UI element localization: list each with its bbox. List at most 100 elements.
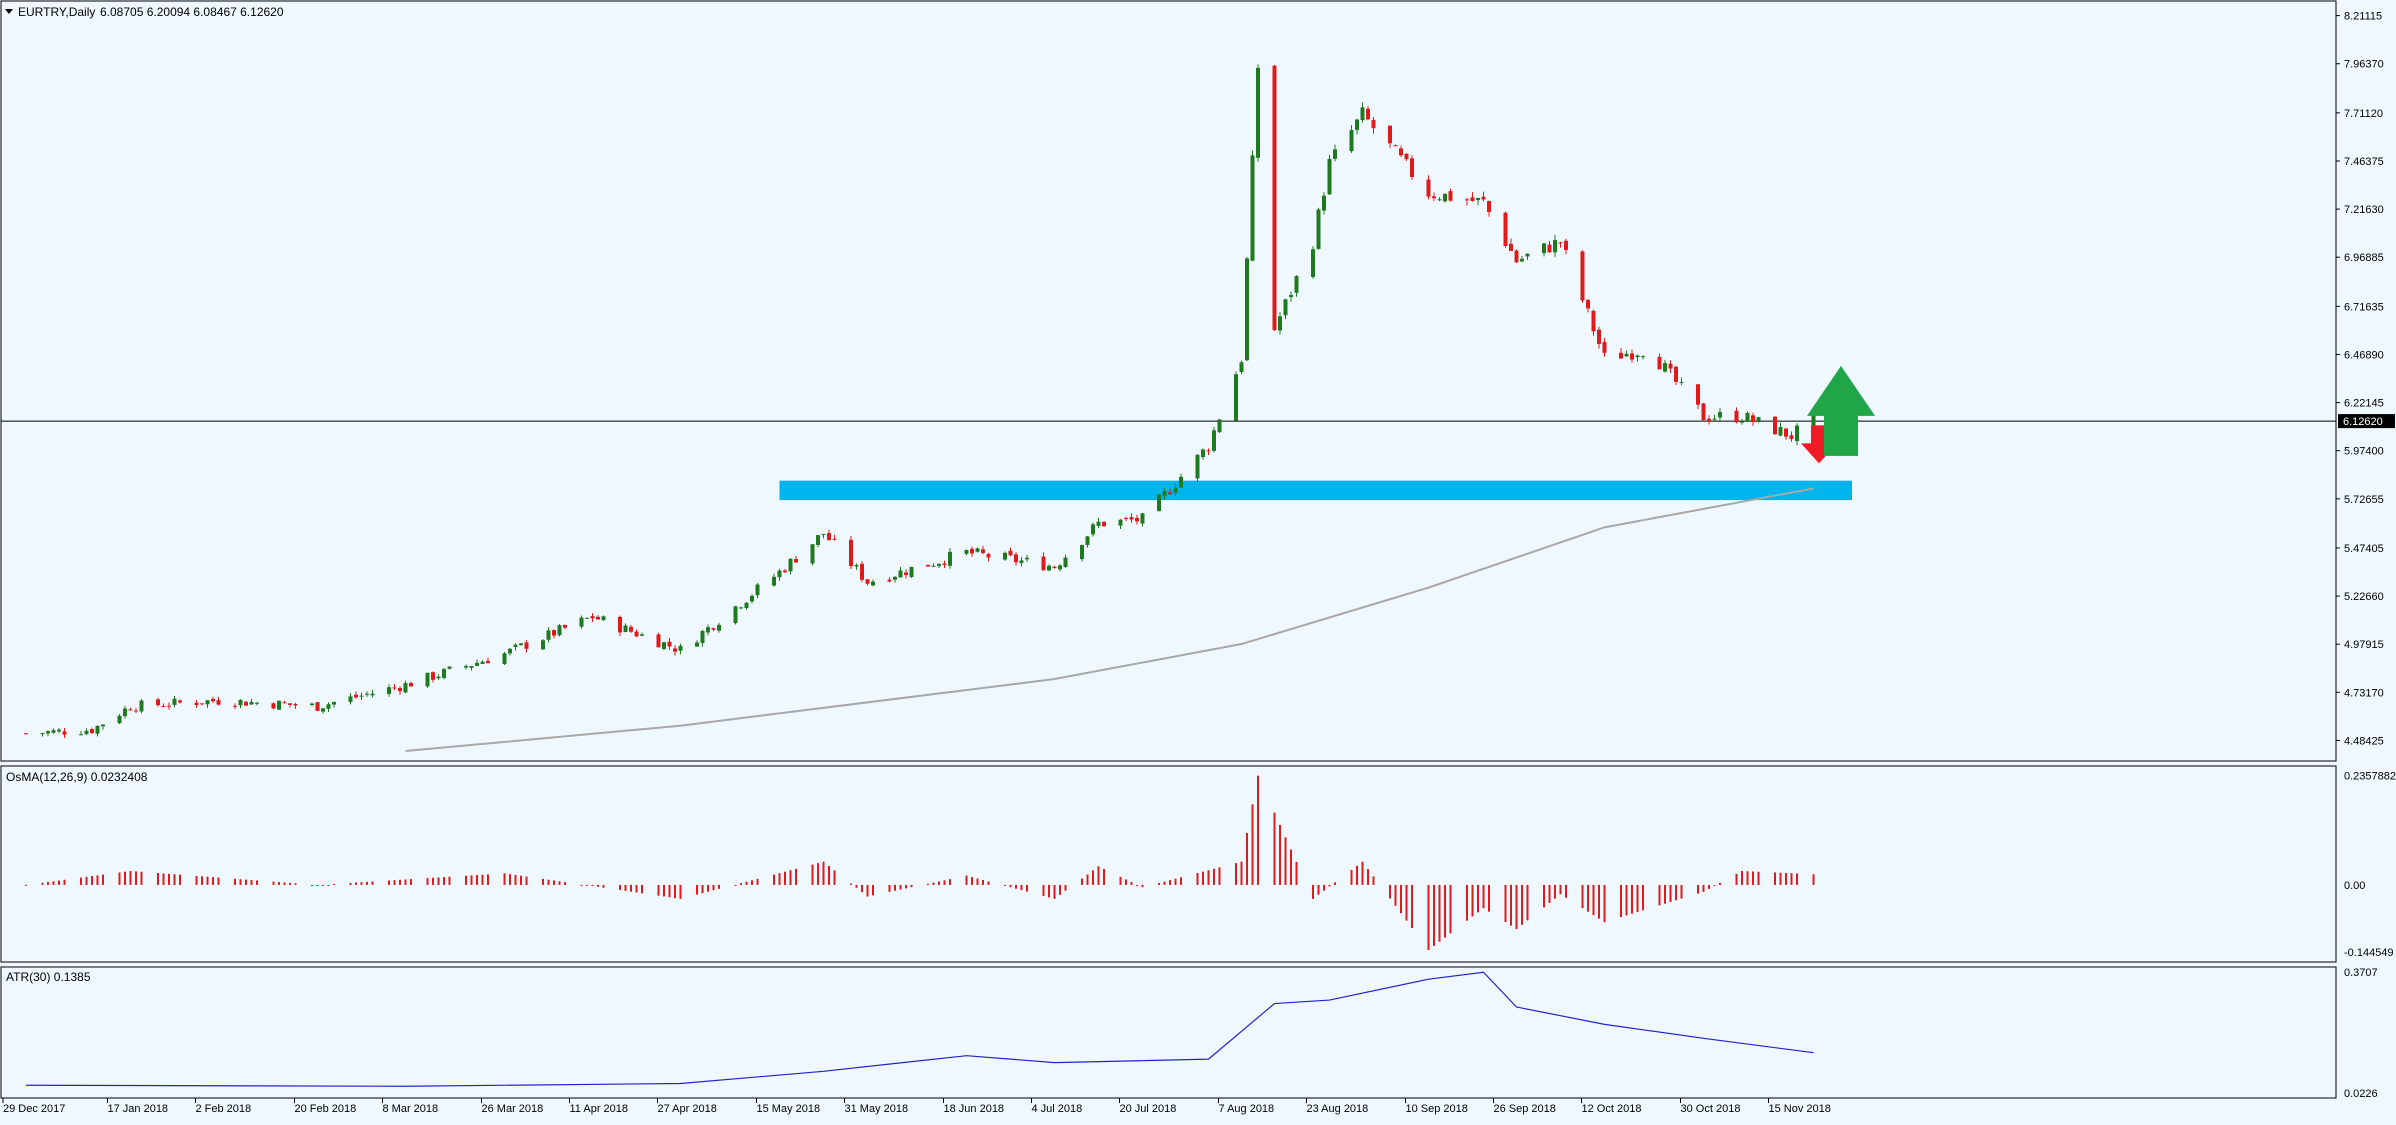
candle-bull [788, 558, 793, 572]
candle-bull [1085, 536, 1090, 545]
signal-arrows-layer [1801, 365, 1875, 464]
candle-bull [326, 704, 331, 709]
candle-bear [398, 688, 402, 692]
candle-bull [1756, 417, 1761, 421]
candle-bull [172, 698, 177, 705]
axis-layer: 8.21115 7.96370 7.71120 7.46375 7.21630 6.968… [2, 11, 2396, 1115]
atr-tick-label: 0.3707 [2344, 967, 2378, 979]
candle-bear [1657, 356, 1662, 370]
candle-bull [931, 565, 936, 567]
candle-bear [271, 703, 276, 709]
candle-bear [865, 579, 870, 584]
candle-bull [513, 644, 518, 648]
candle-bull [46, 731, 50, 734]
candle-bull [321, 708, 325, 712]
candle-bull [821, 533, 826, 535]
candle-bear [24, 733, 28, 735]
candle-bear [1674, 366, 1678, 382]
candle-bull [1311, 249, 1315, 277]
candle-bull [706, 627, 710, 633]
candle-bull [1063, 557, 1068, 567]
candle-bull [79, 734, 83, 736]
candle-bear [783, 570, 787, 573]
atr-panel-frame [0, 966, 2337, 1099]
candle-bear [244, 701, 248, 706]
candle-bull [1745, 413, 1750, 422]
candle-bull [662, 642, 666, 649]
candle-bull [1173, 487, 1178, 493]
x-tick-label: 20 Jul 2018 [1120, 1103, 1177, 1115]
candle-bull [436, 676, 441, 679]
candle-bear [849, 539, 853, 567]
candle-bear [354, 694, 358, 698]
candle-bear [1432, 196, 1436, 199]
candle-bull [898, 570, 903, 578]
candle-bull [1740, 421, 1744, 423]
candle-bull [442, 669, 446, 678]
candle-bear [1547, 244, 1552, 253]
candle-bear [200, 703, 204, 705]
price-tick-label: 7.71120 [2344, 108, 2383, 120]
candle-bull [359, 695, 364, 697]
candle-bear [1393, 145, 1398, 147]
candle-bull [1245, 258, 1249, 361]
x-tick-label: 27 Apr 2018 [658, 1103, 717, 1115]
candle-bear [1410, 158, 1414, 178]
candle-bull [1542, 243, 1546, 254]
candle-bear [970, 548, 974, 554]
candle-bull [1333, 149, 1337, 159]
candle-bull [557, 625, 562, 636]
x-tick-label: 23 Aug 2018 [1307, 1103, 1369, 1115]
candle-bear [1124, 518, 1128, 520]
candle-bear [1102, 521, 1106, 527]
triangle-down-icon[interactable] [5, 9, 13, 14]
candle-bull [1239, 362, 1244, 373]
candle-bear [1041, 556, 1046, 571]
candle-bull [893, 576, 897, 580]
candle-bull [123, 708, 127, 717]
candle-bear [1014, 554, 1018, 563]
candle-bear [926, 564, 930, 567]
candle-bull [1443, 193, 1447, 202]
candle-bull [310, 703, 314, 705]
candle-bull [1360, 107, 1365, 121]
candle-bull [1234, 374, 1238, 421]
candle-bear [1129, 517, 1134, 520]
candle-bear [1734, 410, 1739, 423]
price-tick-label: 5.22660 [2344, 591, 2384, 603]
candle-bear [1597, 329, 1601, 344]
candle-bull [601, 616, 606, 621]
candle-bull [1641, 356, 1645, 358]
candle-bear [1701, 403, 1706, 421]
down-arrow-icon [1801, 425, 1837, 464]
candle-bear [552, 630, 556, 636]
price-tick-label: 7.96370 [2344, 59, 2384, 71]
candle-bull [1349, 130, 1354, 152]
candle-bear [794, 559, 798, 563]
candle-bull [1157, 494, 1161, 512]
candle-bull [695, 642, 699, 647]
candle-bull [585, 617, 589, 619]
candle-bull [810, 544, 815, 564]
x-tick-label: 2 Feb 2018 [196, 1103, 252, 1115]
candle-bear [1487, 201, 1491, 212]
candle-bull [640, 634, 644, 636]
candle-bull [447, 666, 452, 669]
price-tick-label: 4.97915 [2344, 639, 2384, 651]
candle-bull [277, 700, 281, 710]
candle-bull [975, 548, 980, 552]
moving-average-layer [405, 487, 1814, 752]
candle-bear [1465, 199, 1469, 201]
osma-histogram-layer [25, 775, 1815, 951]
candle-bull [1355, 119, 1359, 130]
candle-bear [216, 700, 221, 705]
candle-bear [1404, 153, 1409, 160]
candle-bull [1201, 449, 1205, 458]
osma-tick-label: 0.2357882 [2344, 770, 2396, 782]
candle-bull [909, 566, 914, 578]
candle-bear [1168, 492, 1172, 495]
candle-bear [832, 538, 837, 540]
x-tick-label: 10 Sep 2018 [1406, 1103, 1468, 1115]
price-tick-label: 7.21630 [2344, 204, 2384, 216]
